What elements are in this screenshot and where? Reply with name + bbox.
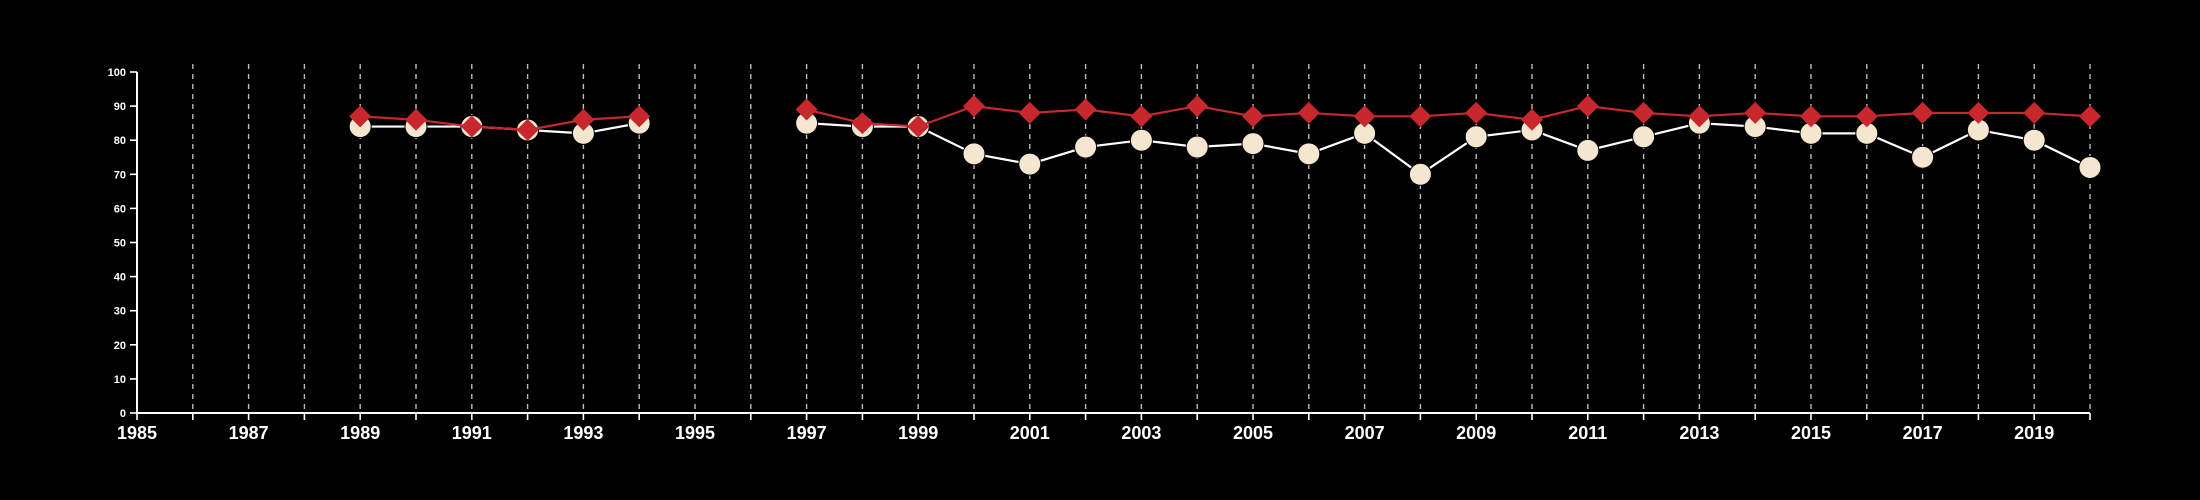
point-diamond-2003: [1130, 105, 1153, 128]
x-tick-label-2019: 2019: [2014, 423, 2054, 443]
point-diamond-1999: [907, 115, 930, 138]
y-tick-label-10: 10: [114, 374, 126, 386]
point-diamond-2004: [1186, 95, 1209, 118]
series-group: [348, 95, 2102, 186]
point-circle-2003: [1129, 128, 1153, 152]
point-diamond-2008: [1409, 105, 1432, 128]
x-tick-label-1993: 1993: [563, 423, 603, 443]
x-tick-label-2001: 2001: [1010, 423, 1050, 443]
y-tick-label-60: 60: [114, 203, 126, 215]
point-diamond-2017: [1911, 101, 1934, 124]
point-circle-2004: [1185, 135, 1209, 159]
point-circle-2005: [1241, 132, 1265, 156]
x-tick-label-2007: 2007: [1345, 423, 1385, 443]
y-tick-label-20: 20: [114, 340, 126, 352]
x-tick-label-1991: 1991: [452, 423, 492, 443]
point-circle-2000: [962, 142, 986, 166]
point-diamond-1989: [349, 105, 372, 128]
x-tick-label-2009: 2009: [1456, 423, 1496, 443]
point-diamond-1991: [460, 115, 483, 138]
point-circle-2019: [2022, 128, 2046, 152]
y-tick-label-30: 30: [114, 306, 126, 318]
x-tick-label-1987: 1987: [229, 423, 269, 443]
point-circle-2020: [2078, 155, 2102, 179]
series-diamond: [349, 95, 2101, 141]
point-diamond-2011: [1576, 95, 1599, 118]
point-diamond-2009: [1465, 101, 1488, 124]
point-diamond-1994: [628, 105, 651, 128]
point-diamond-2005: [1242, 105, 1264, 128]
point-diamond-2007: [1353, 105, 1376, 128]
point-diamond-2014: [1744, 101, 1767, 124]
point-diamond-1997: [795, 98, 818, 121]
point-circle-2012: [1632, 125, 1656, 149]
point-circle-2001: [1018, 152, 1042, 176]
y-tick-label-90: 90: [114, 101, 126, 113]
point-diamond-2001: [1018, 101, 1041, 124]
point-diamond-1992: [516, 118, 539, 141]
point-diamond-2019: [2023, 101, 2046, 124]
x-tick-label-2017: 2017: [1903, 423, 1943, 443]
y-tick-label-100: 100: [108, 67, 126, 79]
axes: 0 10 20 30 40 50 60 70 80 90 100 1985 1987 1989 1991 19…: [108, 67, 2091, 443]
point-diamond-2000: [963, 95, 985, 118]
x-tick-label-2005: 2005: [1233, 423, 1273, 443]
point-diamond-2016: [1855, 105, 1878, 128]
point-diamond-2012: [1632, 101, 1655, 124]
y-tick-label-80: 80: [114, 135, 126, 147]
point-diamond-2015: [1800, 105, 1822, 128]
point-diamond-1990: [405, 108, 427, 131]
point-diamond-1998: [851, 112, 874, 135]
x-tick-label-2003: 2003: [1121, 423, 1161, 443]
x-tick-label-2015: 2015: [1791, 423, 1831, 443]
x-tick-label-1999: 1999: [898, 423, 938, 443]
point-circle-2009: [1464, 125, 1488, 149]
point-circle-2017: [1911, 145, 1935, 169]
point-diamond-2018: [1967, 101, 1990, 124]
point-circle-2006: [1297, 142, 1321, 166]
point-diamond-2010: [1521, 108, 1543, 131]
x-tick-label-1997: 1997: [787, 423, 827, 443]
point-circle-2002: [1074, 135, 1098, 159]
point-diamond-2020: [2079, 105, 2101, 128]
y-tick-label-40: 40: [114, 272, 126, 284]
x-tick-label-1995: 1995: [675, 423, 715, 443]
vertical-gridlines: [192, 64, 2091, 413]
point-diamond-2013: [1688, 105, 1711, 128]
point-diamond-1993: [572, 108, 595, 131]
point-circle-2008: [1408, 162, 1432, 186]
y-tick-label-0: 0: [120, 408, 126, 420]
y-tick-label-70: 70: [114, 169, 126, 181]
series-circle: [348, 111, 2102, 186]
x-tick-label-1989: 1989: [340, 423, 380, 443]
y-tick-label-50: 50: [114, 238, 126, 250]
x-tick-label-2011: 2011: [1568, 423, 1607, 443]
point-circle-2011: [1576, 138, 1600, 162]
point-diamond-2006: [1297, 101, 1320, 124]
x-tick-label-1985: 1985: [117, 423, 157, 443]
point-diamond-2002: [1074, 98, 1097, 121]
x-tick-label-2013: 2013: [1679, 423, 1719, 443]
